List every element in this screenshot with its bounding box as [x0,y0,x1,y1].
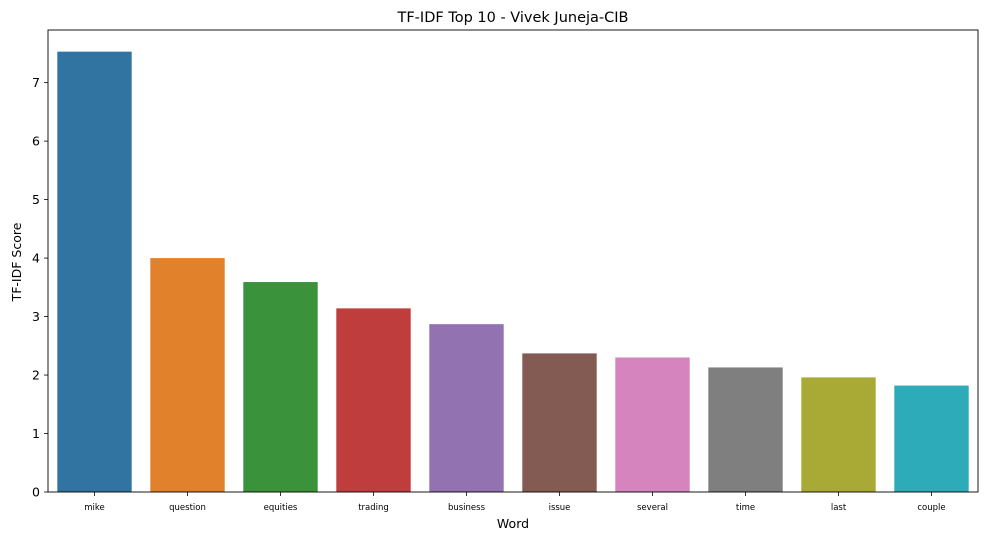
y-tick-label: 7 [32,75,40,90]
x-tick-label: issue [549,503,571,513]
y-axis-label: TF-IDF Score [9,222,24,302]
x-axis-label: Word [497,516,529,531]
bar-several [615,357,690,492]
x-tick-label: mike [84,503,105,513]
y-tick-label: 6 [32,134,40,149]
chart-title: TF-IDF Top 10 - Vivek Juneja-CIB [396,10,628,26]
x-tick-label: last [831,503,847,513]
y-axis: 0 1 2 3 4 5 6 7 [32,75,48,500]
bar-last [801,377,876,492]
bar-equities [243,282,318,492]
y-tick-label: 4 [32,251,40,266]
y-tick-label: 0 [32,485,40,500]
x-tick-label: question [169,503,206,513]
bar-couple [894,385,969,492]
bar-issue [522,353,597,492]
x-axis: mike question equities trading business issue… [84,492,946,513]
bar-time [708,367,783,492]
x-tick-label: couple [917,503,945,513]
y-tick-label: 2 [32,368,40,383]
x-tick-label: time [736,503,755,513]
x-tick-label: equities [264,503,298,513]
bar-mike [57,51,132,492]
bar-question [150,258,225,492]
y-tick-label: 5 [32,192,40,207]
y-tick-label: 1 [32,426,40,441]
bar-business [429,324,504,492]
bars [57,51,969,492]
bar-trading [336,308,411,492]
x-tick-label: trading [358,503,389,513]
x-tick-label: several [637,503,668,513]
y-tick-label: 3 [32,309,40,324]
plot-frame [47,29,979,493]
x-tick-label: business [448,503,486,513]
